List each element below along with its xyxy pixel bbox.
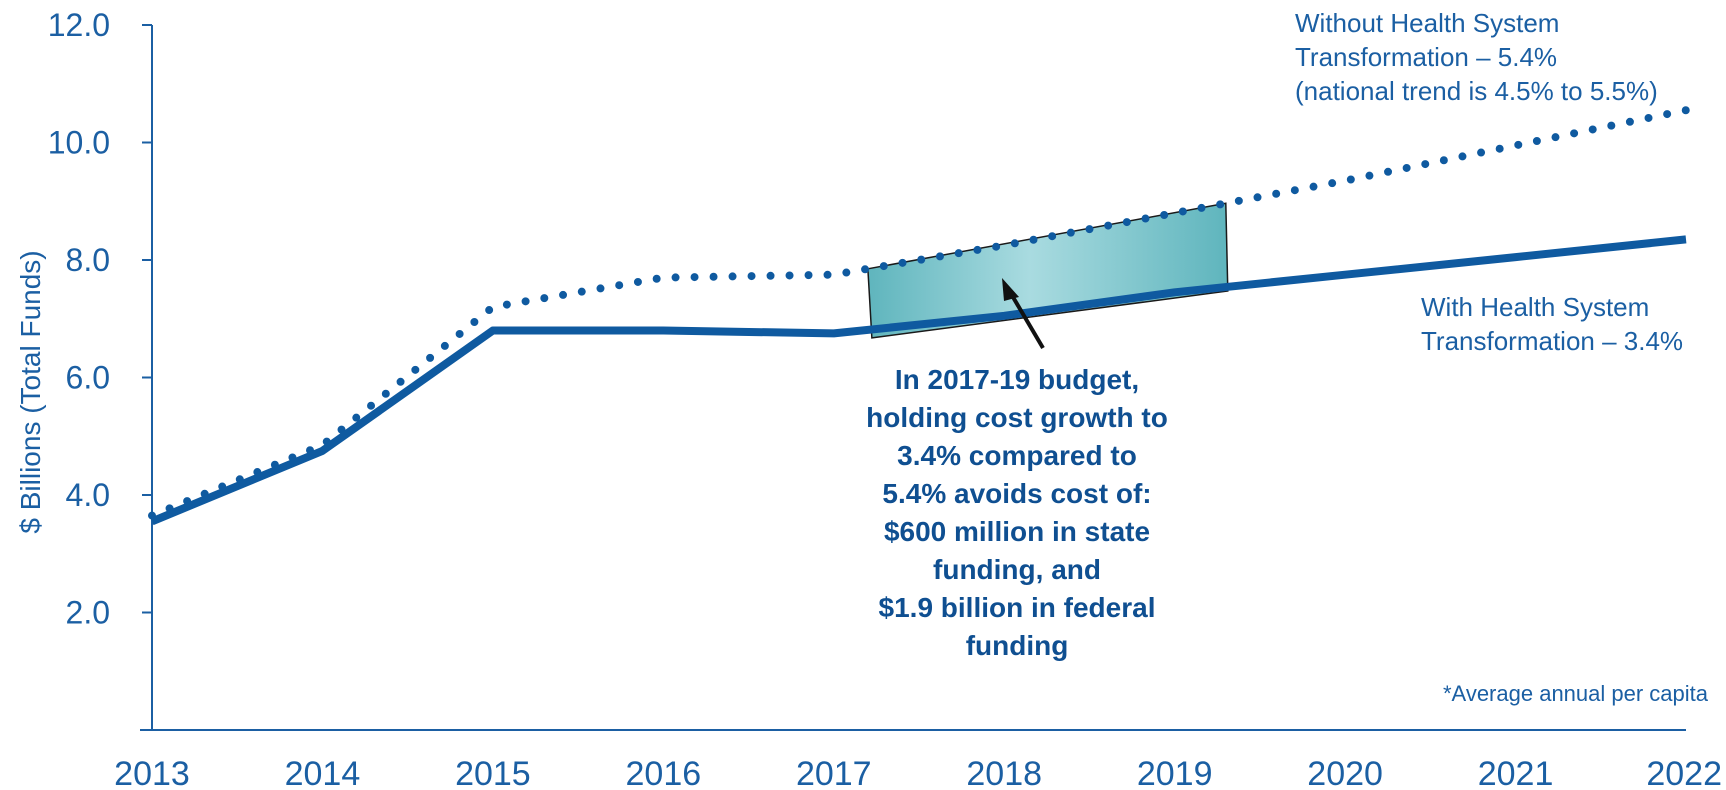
series-line-without-transformation [148, 106, 1690, 520]
x-tick-label: 2022 [1646, 755, 1722, 790]
footnote: *Average annual per capita [1443, 681, 1709, 706]
callout-line: $1.9 billion in federal [879, 592, 1156, 623]
callout-line: 3.4% compared to [897, 440, 1137, 471]
y-tick-label: 4.0 [66, 477, 110, 513]
y-tick-label: 8.0 [66, 242, 110, 278]
callout-arrow-shaft [1008, 290, 1045, 350]
x-tick-label: 2013 [114, 755, 190, 790]
callout-arrow-head [1002, 278, 1019, 301]
series-label-with-transformation: With Health System Transformation – 3.4% [1421, 292, 1683, 356]
x-tick-label: 2018 [966, 755, 1042, 790]
series-label-line: Transformation – 3.4% [1421, 326, 1683, 356]
series-line-with-transformation [150, 235, 1687, 526]
y-axis-label: $ Billions (Total Funds) [15, 250, 46, 533]
y-tick-label: 12.0 [48, 7, 110, 43]
callout-line: funding, and [933, 554, 1101, 585]
callout-line: $600 million in state [884, 516, 1150, 547]
y-tick-label: 6.0 [66, 360, 110, 396]
savings-highlight-region [867, 202, 1229, 339]
x-tick-label: 2017 [796, 755, 872, 790]
callout-line: In 2017-19 budget, [895, 364, 1139, 395]
series-label-line: Transformation – 5.4% [1295, 42, 1557, 72]
series-label-line: Without Health System [1295, 8, 1559, 38]
x-tick-label: 2019 [1137, 755, 1213, 790]
x-tick-label: 2014 [285, 755, 361, 790]
savings-callout: In 2017-19 budget, holding cost growth to… [866, 364, 1168, 661]
series-label-without-transformation: Without Health System Transformation – 5.… [1295, 8, 1658, 106]
series-label-line: (national trend is 4.5% to 5.5%) [1295, 76, 1658, 106]
callout-line: funding [966, 630, 1069, 661]
x-tick-label: 2015 [455, 755, 531, 790]
series-label-line: With Health System [1421, 292, 1649, 322]
y-tick-label: 2.0 [66, 595, 110, 631]
callout-line: holding cost growth to [866, 402, 1168, 433]
x-tick-label: 2016 [626, 755, 702, 790]
x-tick-label: 2020 [1307, 755, 1383, 790]
callout-line: 5.4% avoids cost of: [882, 478, 1151, 509]
x-tick-label: 2021 [1478, 755, 1554, 790]
y-tick-label: 10.0 [48, 125, 110, 161]
